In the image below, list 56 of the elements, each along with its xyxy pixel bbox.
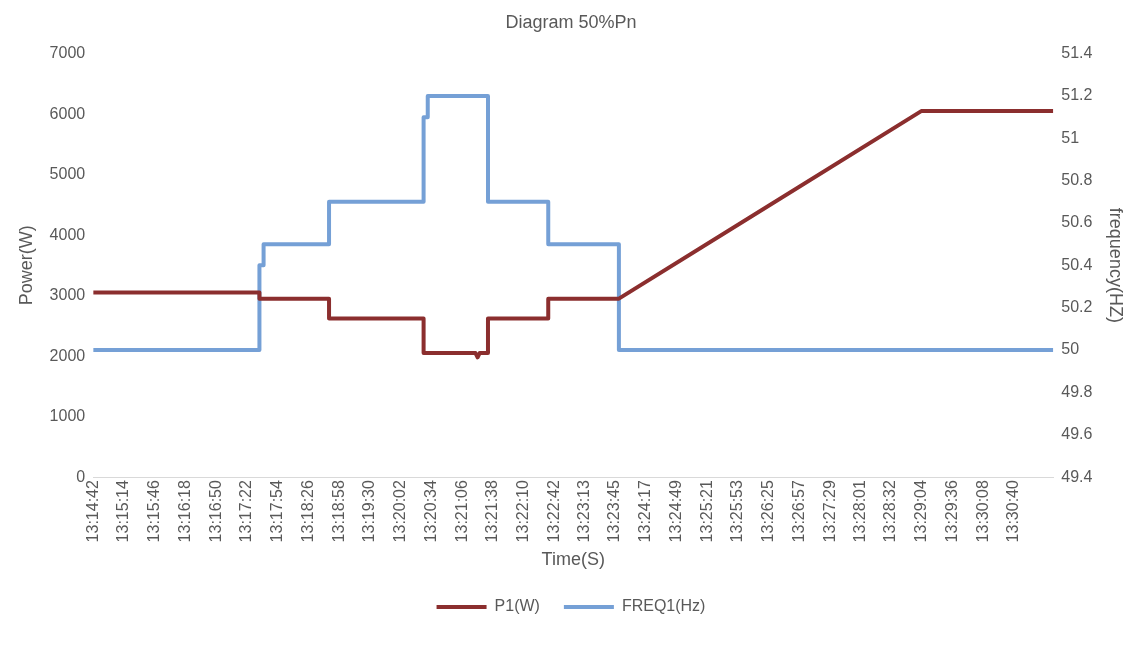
y2-tick-label: 50.6 — [1061, 213, 1093, 231]
y-tick-label: 1000 — [49, 407, 86, 425]
x-tick-label: 13:16:50 — [206, 480, 224, 543]
y2-tick-label: 50.4 — [1061, 255, 1093, 273]
y2-tick-label: 49.4 — [1061, 467, 1093, 485]
x-tick-label: 13:27:29 — [820, 480, 838, 543]
x-tick-label: 13:23:13 — [574, 480, 592, 543]
y2-tick-label: 49.6 — [1061, 425, 1093, 443]
x-tick-label: 13:17:22 — [237, 480, 255, 543]
x-tick-label: 13:20:34 — [421, 480, 439, 543]
x-tick-label: 13:18:58 — [329, 480, 347, 543]
x-tick-label: 13:16:18 — [175, 480, 193, 543]
x-tick-label: 13:29:36 — [942, 480, 960, 543]
x-tick-label: 13:25:53 — [728, 480, 746, 543]
x-tick-label: 13:24:49 — [666, 480, 684, 543]
x-tick-label: 13:24:17 — [636, 480, 654, 543]
y2-axis-title: frequency(HZ) — [1106, 207, 1127, 323]
x-tick-label: 13:22:10 — [514, 480, 532, 543]
legend-label: FREQ1(Hz) — [621, 597, 706, 615]
x-tick-label: 13:26:25 — [759, 480, 777, 543]
y-tick-label: 3000 — [49, 286, 86, 304]
x-tick-label: 13:29:04 — [912, 480, 929, 543]
y-tick-label: 0 — [76, 467, 86, 485]
y-tick-label: 5000 — [49, 165, 86, 183]
x-tick-label: 13:30:40 — [1004, 480, 1022, 543]
x-tick-label: 13:14:42 — [83, 480, 101, 543]
y2-tick-label: 51 — [1061, 128, 1080, 146]
y2-tick-label: 51.2 — [1061, 86, 1093, 104]
y-tick-label: 6000 — [49, 104, 86, 122]
x-tick-label: 13:28:32 — [881, 480, 899, 543]
x-tick-label: 13:23:45 — [605, 480, 623, 543]
y2-tick-label: 49.8 — [1061, 382, 1093, 400]
x-tick-label: 13:18:26 — [298, 480, 316, 543]
y-axis-title: Power(W) — [15, 225, 36, 306]
legend-label: P1(W) — [494, 597, 540, 615]
x-tick-label: 13:15:46 — [145, 480, 163, 543]
y2-tick-label: 51.4 — [1061, 44, 1093, 62]
x-axis-title: Time(S) — [541, 549, 605, 570]
x-tick-label: 13:26:57 — [789, 480, 807, 543]
x-tick-label: 13:30:08 — [973, 480, 991, 543]
chart-title: Diagram 50%Pn — [505, 11, 637, 32]
x-tick-label: 13:20:02 — [391, 480, 409, 543]
x-tick-label: 13:17:54 — [268, 480, 286, 543]
x-tick-label: 13:28:01 — [851, 480, 869, 543]
x-tick-label: 13:21:38 — [483, 480, 501, 543]
y2-tick-label: 50 — [1061, 340, 1080, 358]
x-tick-label: 13:25:21 — [697, 480, 715, 543]
x-tick-label: 13:22:42 — [544, 480, 562, 543]
x-tick-label: 13:15:14 — [114, 480, 132, 543]
x-tick-label: 13:21:06 — [452, 480, 470, 543]
y-tick-label: 4000 — [49, 225, 86, 243]
y2-tick-label: 50.2 — [1061, 298, 1093, 316]
y-tick-label: 2000 — [49, 346, 86, 364]
y2-tick-label: 50.8 — [1061, 171, 1093, 189]
x-tick-label: 13:19:30 — [360, 480, 378, 543]
y-tick-label: 7000 — [49, 44, 86, 62]
